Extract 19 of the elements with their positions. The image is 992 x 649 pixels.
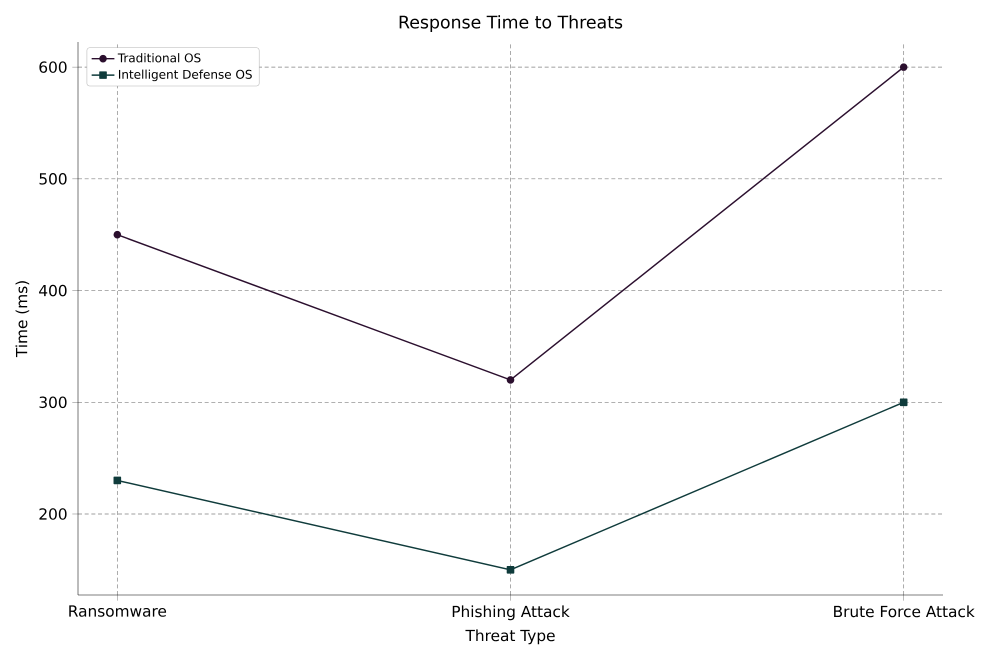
y-tick-label: 600 — [39, 61, 67, 74]
x-tick-label: Ransomware — [69, 606, 166, 617]
chart-title: Response Time to Threats — [400, 15, 622, 32]
y-tick-label: 200 — [39, 508, 67, 520]
point — [114, 476, 122, 484]
y-tick-label: 500 — [40, 173, 67, 185]
point — [506, 566, 514, 574]
point — [900, 63, 908, 72]
point — [506, 376, 514, 384]
x-axis-title: Threat Type — [465, 630, 555, 644]
point — [900, 398, 908, 406]
legend-label: Traditional OS — [118, 53, 200, 63]
y-axis-title: Time (ms) — [16, 281, 30, 358]
y-tick-label: 400 — [39, 284, 67, 297]
point — [114, 231, 122, 239]
y-tick-label: 300 — [40, 396, 67, 408]
x-tick-label: Brute Force Attack — [834, 606, 975, 618]
legend-label: Intelligent Defense OS — [118, 70, 252, 82]
x-tick-label: Phishing Attack — [452, 606, 570, 620]
